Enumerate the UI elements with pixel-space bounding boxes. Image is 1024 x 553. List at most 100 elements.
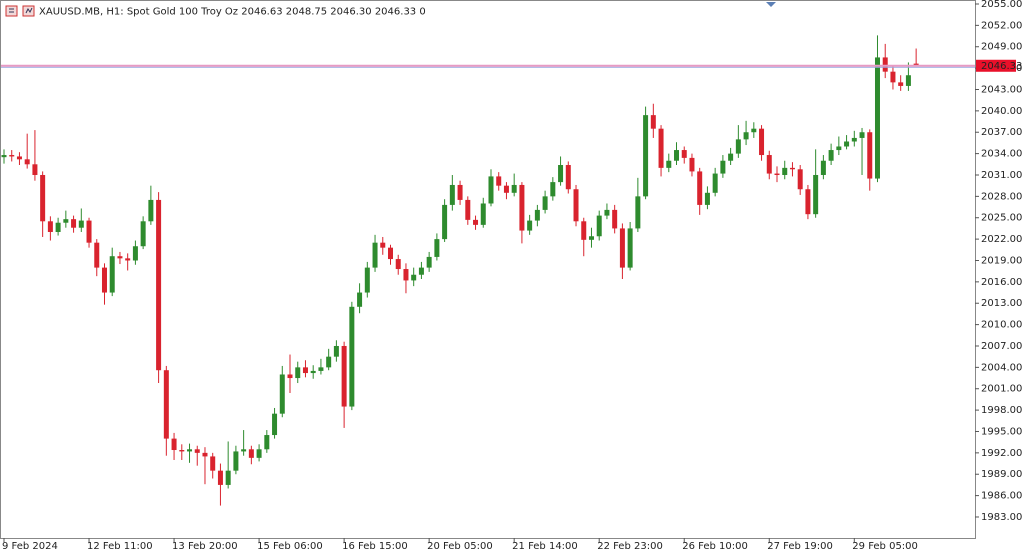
candle-body bbox=[156, 199, 162, 371]
y-tick-label: 2049.00 bbox=[981, 42, 1022, 53]
y-tick-label: 2004.00 bbox=[981, 362, 1022, 373]
candle-body bbox=[326, 356, 332, 368]
candle-body bbox=[720, 160, 726, 174]
candle-body bbox=[426, 256, 432, 268]
symbol-icons bbox=[5, 5, 35, 17]
candle-body bbox=[16, 156, 22, 160]
candle-body bbox=[473, 219, 479, 225]
candle-body bbox=[171, 438, 177, 451]
candle-body bbox=[581, 221, 587, 240]
candle-body bbox=[627, 228, 633, 268]
candle-body bbox=[751, 128, 757, 133]
candle-body bbox=[558, 165, 564, 183]
candle-body bbox=[612, 209, 618, 229]
y-tick-label: 2031.00 bbox=[981, 170, 1022, 181]
candle-body bbox=[650, 115, 656, 129]
x-tick-label: 29 Feb 05:00 bbox=[852, 541, 918, 552]
candle-body bbox=[643, 115, 649, 197]
candle-body bbox=[295, 367, 301, 379]
candle-body bbox=[674, 150, 680, 161]
candle-body bbox=[63, 219, 69, 223]
candle-body bbox=[774, 173, 780, 175]
candle-body bbox=[233, 451, 239, 471]
candle-body bbox=[905, 75, 911, 86]
candle-body bbox=[380, 242, 386, 248]
candle-body bbox=[241, 449, 247, 452]
candle-body bbox=[372, 242, 378, 268]
candle-body bbox=[225, 470, 231, 485]
candle-body bbox=[101, 267, 107, 293]
candle-body bbox=[704, 192, 710, 205]
y-tick-label: 2043.00 bbox=[981, 84, 1022, 95]
candle-body bbox=[1, 155, 7, 158]
candle-body bbox=[851, 137, 857, 142]
candle-body bbox=[565, 165, 571, 190]
candle-body bbox=[349, 306, 355, 407]
candle-body bbox=[550, 182, 556, 197]
candle-body bbox=[844, 141, 850, 147]
candle-body bbox=[805, 189, 811, 215]
candle-body bbox=[202, 452, 208, 457]
x-tick-label: 27 Feb 19:00 bbox=[767, 541, 833, 552]
candle-body bbox=[9, 155, 15, 157]
y-tick-label: 2022.00 bbox=[981, 234, 1022, 245]
candle-body bbox=[388, 247, 393, 260]
candle-body bbox=[465, 199, 471, 220]
candle-body bbox=[117, 256, 123, 259]
candle-body bbox=[681, 150, 687, 158]
x-tick-label: 21 Feb 14:00 bbox=[512, 541, 578, 552]
y-tick-label: 2025.00 bbox=[981, 213, 1022, 224]
candle-body bbox=[588, 236, 594, 240]
candle-body bbox=[32, 164, 38, 175]
candle-body bbox=[820, 160, 826, 175]
candle-body bbox=[867, 132, 873, 179]
candle-body bbox=[364, 267, 370, 293]
candle-body bbox=[449, 184, 455, 205]
candle-body bbox=[728, 153, 734, 161]
y-tick-label: 1998.00 bbox=[981, 405, 1022, 416]
candle-body bbox=[279, 374, 285, 414]
y-tick-label: 1986.00 bbox=[981, 491, 1022, 502]
candle-body bbox=[488, 176, 494, 204]
y-tick-label: 2010.00 bbox=[981, 320, 1022, 331]
candle-body bbox=[635, 196, 641, 229]
candle-body bbox=[341, 345, 347, 407]
y-tick-label: 2034.00 bbox=[981, 149, 1022, 160]
candle-body bbox=[813, 174, 819, 215]
candle-body bbox=[434, 239, 440, 257]
candle-body bbox=[712, 173, 718, 193]
y-tick-label: 1989.00 bbox=[981, 469, 1022, 480]
candle-body bbox=[179, 450, 185, 452]
candle-body bbox=[333, 345, 339, 357]
candle-body bbox=[534, 209, 540, 221]
candle-body bbox=[411, 274, 417, 281]
candle-body bbox=[496, 176, 502, 186]
candle-body bbox=[658, 128, 664, 168]
candle-body bbox=[874, 57, 880, 179]
candle-body bbox=[898, 82, 904, 86]
y-tick-label: 1995.00 bbox=[981, 426, 1022, 437]
candle-body bbox=[527, 220, 533, 231]
x-tick-label: 9 Feb 2024 bbox=[2, 541, 58, 552]
price-label-bg bbox=[976, 59, 1016, 72]
y-tick-label: 2019.00 bbox=[981, 255, 1022, 266]
y-tick-label: 1983.00 bbox=[981, 512, 1022, 523]
candle-body bbox=[542, 196, 548, 210]
candle-body bbox=[828, 150, 834, 161]
candle-body bbox=[125, 258, 131, 261]
candle-body bbox=[418, 267, 424, 275]
candle-body bbox=[596, 215, 602, 237]
candle-body bbox=[140, 221, 146, 247]
candle-body bbox=[735, 139, 741, 154]
candle-body bbox=[666, 160, 672, 168]
candle-body bbox=[148, 199, 154, 222]
candle-body bbox=[789, 167, 795, 170]
y-tick-label: 2016.00 bbox=[981, 277, 1022, 288]
candle-body bbox=[86, 220, 92, 243]
x-tick-label: 15 Feb 06:00 bbox=[257, 541, 323, 552]
candle-body bbox=[24, 159, 30, 165]
candle-body bbox=[519, 184, 525, 231]
candle-body bbox=[194, 449, 200, 453]
candle-body bbox=[759, 128, 765, 156]
